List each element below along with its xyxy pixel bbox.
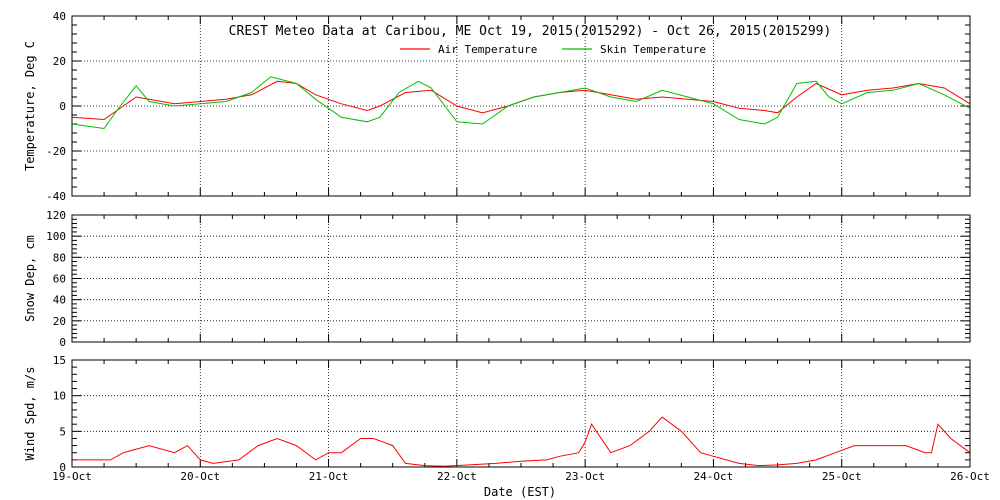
y-tick-label: 20	[53, 55, 66, 68]
legend-label: Skin Temperature	[600, 43, 706, 56]
y-tick-label: 80	[53, 251, 66, 264]
x-tick-labels: 19-Oct 20-Oct 21-Oct 22-Oct 23-Oct 24-Oct 25-O…	[52, 470, 990, 483]
y-tick-label: 20	[53, 315, 66, 328]
y-axis-label: Temperature, Deg C	[23, 41, 37, 171]
panel-3: 0 5 10 15 Wind Spd, m/s	[23, 354, 971, 474]
chart-title: CREST Meteo Data at Caribou, ME Oct 19, …	[229, 24, 832, 39]
legend: Air Temperature Skin Temperature	[400, 43, 706, 56]
x-tick-label: 23-Oct	[565, 470, 605, 483]
y-tick-label: 100	[46, 230, 66, 243]
x-tick-label: 22-Oct	[437, 470, 477, 483]
y-axis-label: Snow Dep, cm	[23, 235, 37, 322]
x-tick-label: 20-Oct	[180, 470, 220, 483]
chart-panels: -40 -20 0 20 40 Temperature, Deg C 0 20 40 60 80 10…	[23, 10, 971, 474]
x-tick-label: 21-Oct	[309, 470, 349, 483]
panel-1: -40 -20 0 20 40 Temperature, Deg C	[23, 10, 971, 203]
x-tick-label: 24-Oct	[694, 470, 734, 483]
y-tick-label: 120	[46, 209, 66, 222]
y-tick-label: -20	[46, 145, 66, 158]
y-tick-label: -40	[46, 190, 66, 203]
y-axis-label: Wind Spd, m/s	[23, 367, 37, 461]
panel-2: 0 20 40 60 80 100 120 Snow Dep, cm	[23, 209, 971, 349]
series-line	[71, 76, 971, 130]
y-tick-label: 0	[59, 100, 66, 113]
x-axis-label: Date (EST)	[484, 485, 556, 499]
y-tick-label: 40	[53, 294, 66, 307]
y-tick-label: 60	[53, 273, 66, 286]
series-line	[72, 416, 971, 467]
x-tick-label: 25-Oct	[822, 470, 862, 483]
plot-frame	[71, 214, 971, 343]
y-tick-label: 5	[59, 425, 66, 438]
y-tick-label: 0	[59, 336, 66, 349]
x-tick-label: 26-Oct	[950, 470, 990, 483]
plot-frame	[71, 359, 971, 468]
x-tick-label: 19-Oct	[52, 470, 92, 483]
plot-frame	[71, 15, 971, 197]
y-tick-label: 0	[59, 461, 66, 474]
legend-label: Air Temperature	[438, 43, 537, 56]
y-tick-label: 15	[53, 354, 66, 367]
y-tick-label: 40	[53, 10, 66, 23]
y-tick-label: 10	[53, 390, 66, 403]
